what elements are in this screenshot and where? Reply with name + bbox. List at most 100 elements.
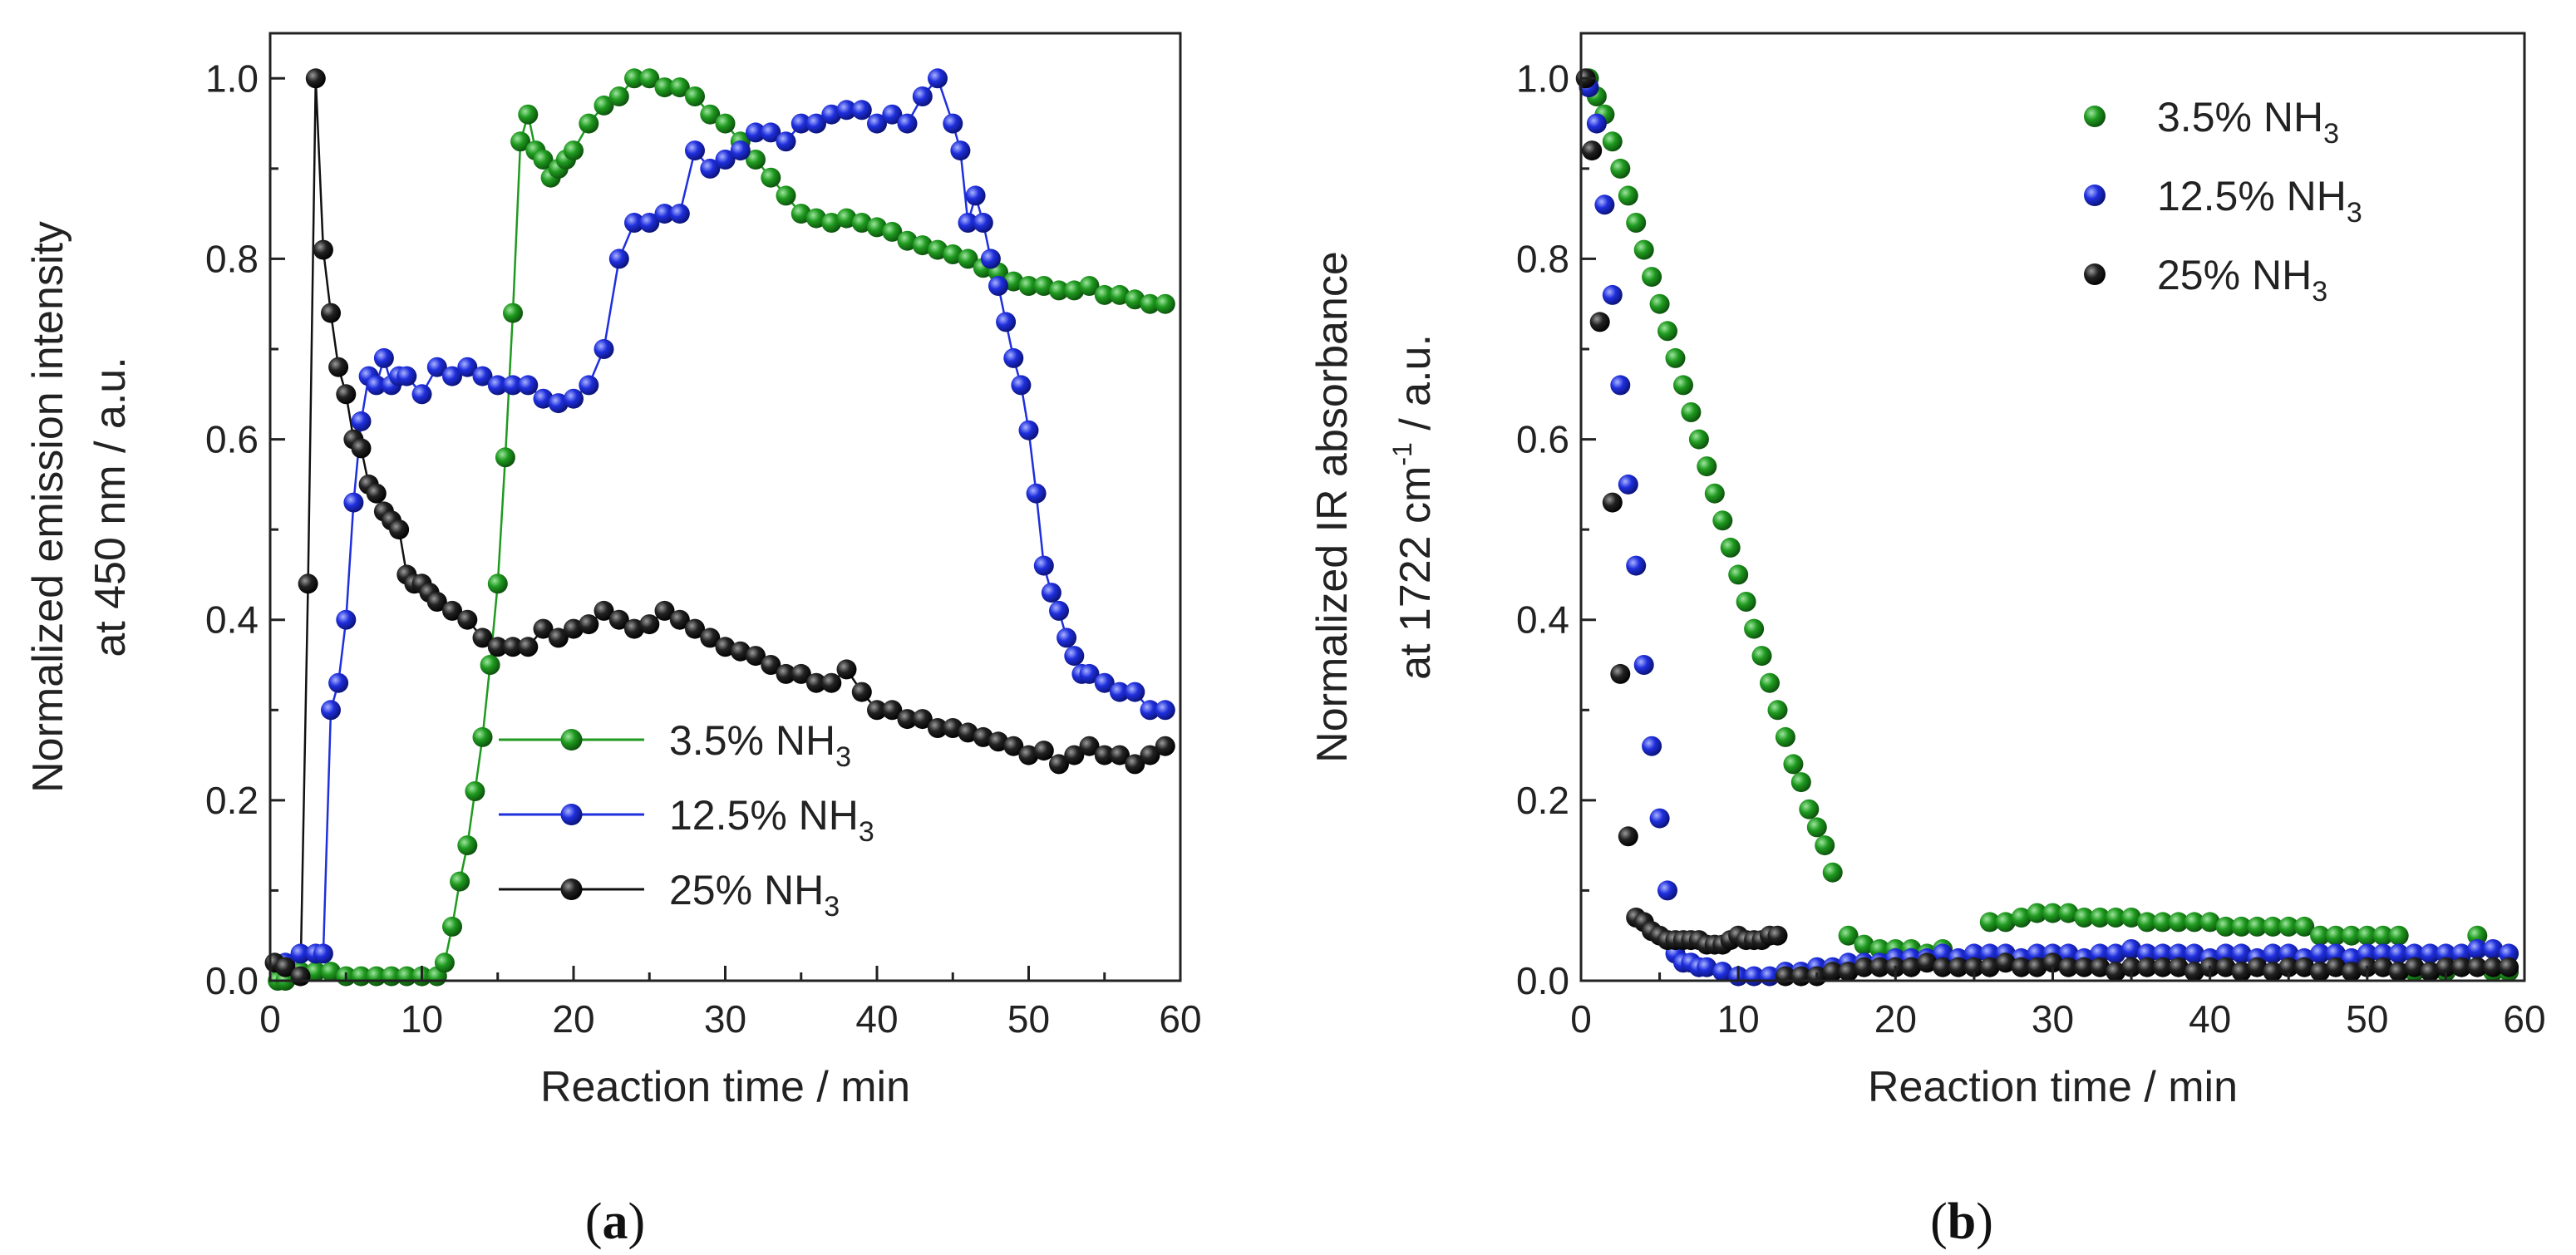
panel-b-data-points xyxy=(1575,68,2519,987)
data-point-12-5-nh3 xyxy=(806,113,826,134)
data-point-12-5-nh3 xyxy=(836,100,857,121)
data-point-25-nh3 xyxy=(1838,962,1859,982)
legend-label-subscript: 3 xyxy=(2312,276,2327,308)
data-point-12-5-nh3 xyxy=(776,131,796,152)
data-point-3-5-nh3 xyxy=(1155,293,1175,314)
data-point-12-5-nh3 xyxy=(1649,808,1670,829)
data-point-3-5-nh3 xyxy=(806,208,826,229)
legend-label-subscript: 3 xyxy=(2323,118,2339,150)
x-tick-label: 20 xyxy=(552,997,594,1041)
data-point-25-nh3 xyxy=(2278,957,2299,977)
data-point-25-nh3 xyxy=(594,600,614,621)
data-point-25-nh3 xyxy=(928,718,948,738)
data-point-12-5-nh3 xyxy=(791,113,811,134)
data-point-25-nh3 xyxy=(776,663,796,684)
data-point-12-5-nh3 xyxy=(411,384,432,405)
data-point-25-nh3 xyxy=(1140,745,1160,765)
data-point-12-5-nh3 xyxy=(821,104,842,125)
data-point-25-nh3 xyxy=(548,628,569,648)
data-point-3-5-nh3 xyxy=(836,208,857,229)
data-point-25-nh3 xyxy=(2310,962,2331,982)
data-point-3-5-nh3 xyxy=(2372,925,2393,946)
data-point-3-5-nh3 xyxy=(2215,916,2236,937)
panel-a-plot-frame xyxy=(268,32,1182,982)
data-point-12-5-nh3 xyxy=(373,347,394,368)
data-point-25-nh3 xyxy=(2483,957,2504,977)
data-point-25-nh3 xyxy=(298,573,318,594)
data-point-3-5-nh3 xyxy=(2011,908,2032,928)
panel-b: 0 10 20 30 40 50 60 0.0 0.2 0.4 0.6 0.8 1.0 Reaction… xyxy=(1308,32,2546,1250)
data-point-25-nh3 xyxy=(351,438,372,459)
data-point-25-nh3 xyxy=(806,672,826,693)
panel-a-caption: (a) xyxy=(585,1193,645,1250)
legend-label-subscript: 3 xyxy=(859,816,874,848)
data-point-3-5-nh3 xyxy=(1649,293,1670,314)
data-point-3-5-nh3 xyxy=(1033,276,1054,296)
data-point-12-5-nh3 xyxy=(503,375,523,396)
data-point-12-5-nh3 xyxy=(851,100,872,121)
data-point-25-nh3 xyxy=(1995,952,2016,973)
data-point-12-5-nh3 xyxy=(487,375,508,396)
data-point-12-5-nh3 xyxy=(1094,672,1115,693)
data-point-25-nh3 xyxy=(988,731,1008,752)
x-tick-label: 20 xyxy=(1874,997,1917,1041)
data-point-25-nh3 xyxy=(2231,962,2252,982)
data-point-25-nh3 xyxy=(851,682,872,702)
data-point-25-nh3 xyxy=(487,637,508,657)
data-point-3-5-nh3 xyxy=(2231,916,2252,937)
data-point-12-5-nh3 xyxy=(1049,600,1069,621)
data-point-12-5-nh3 xyxy=(882,104,903,125)
legend-label-subscript: 3 xyxy=(2347,197,2362,229)
legend-marker-25-nh3 xyxy=(560,878,583,900)
data-point-25-nh3 xyxy=(328,357,349,377)
data-point-12-5-nh3 xyxy=(685,140,705,161)
data-point-12-5-nh3 xyxy=(1140,700,1160,721)
data-point-12-5-nh3 xyxy=(867,113,887,134)
data-point-12-5-nh3 xyxy=(2483,939,2504,959)
data-point-25-nh3 xyxy=(1589,312,1610,332)
data-point-25-nh3 xyxy=(897,709,918,730)
legend-label-12-5-nh3: 12.5% NH3 xyxy=(669,792,874,848)
data-point-3-5-nh3 xyxy=(1018,276,1039,296)
data-point-3-5-nh3 xyxy=(1079,276,1100,296)
data-point-25-nh3 xyxy=(1767,925,1788,946)
legend-marker-12-5-nh3 xyxy=(2084,185,2106,206)
data-point-12-5-nh3 xyxy=(746,122,766,143)
data-point-25-nh3 xyxy=(290,966,311,987)
data-point-3-5-nh3 xyxy=(654,77,675,98)
data-point-3-5-nh3 xyxy=(1751,646,1772,667)
data-point-3-5-nh3 xyxy=(639,68,660,89)
data-point-25-nh3 xyxy=(2294,957,2315,977)
legend-label-25-nh3: 25% NH3 xyxy=(669,867,840,923)
data-point-3-5-nh3 xyxy=(1806,817,1827,838)
data-point-3-5-nh3 xyxy=(434,952,455,973)
data-point-3-5-nh3 xyxy=(465,781,485,801)
data-point-3-5-nh3 xyxy=(1744,618,1765,639)
data-point-25-nh3 xyxy=(1917,952,1938,973)
data-point-25-nh3 xyxy=(958,722,978,743)
data-point-3-5-nh3 xyxy=(495,447,515,468)
data-point-3-5-nh3 xyxy=(480,655,500,675)
data-point-3-5-nh3 xyxy=(958,249,978,269)
legend-label-main: 3.5% NH xyxy=(669,717,835,764)
data-point-12-5-nh3 xyxy=(761,122,781,143)
data-point-12-5-nh3 xyxy=(2388,943,2409,964)
data-point-25-nh3 xyxy=(1018,745,1039,765)
data-point-25-nh3 xyxy=(442,600,462,621)
data-point-3-5-nh3 xyxy=(791,204,811,224)
data-point-25-nh3 xyxy=(2263,962,2283,982)
data-point-12-5-nh3 xyxy=(2420,943,2441,964)
data-point-12-5-nh3 xyxy=(1064,646,1085,667)
data-point-12-5-nh3 xyxy=(1057,628,1077,648)
data-point-12-5-nh3 xyxy=(1610,375,1631,396)
legend-marker-3-5-nh3 xyxy=(2084,106,2106,127)
data-point-25-nh3 xyxy=(2215,957,2236,977)
data-point-3-5-nh3 xyxy=(2152,912,2173,933)
y-tick-label: 0.2 xyxy=(205,779,259,822)
data-point-25-nh3 xyxy=(1582,140,1603,161)
data-point-12-5-nh3 xyxy=(321,700,341,721)
x-tick-label: 30 xyxy=(2032,997,2074,1041)
x-tick-label: 50 xyxy=(2346,997,2388,1041)
data-point-12-5-nh3 xyxy=(1110,682,1130,702)
